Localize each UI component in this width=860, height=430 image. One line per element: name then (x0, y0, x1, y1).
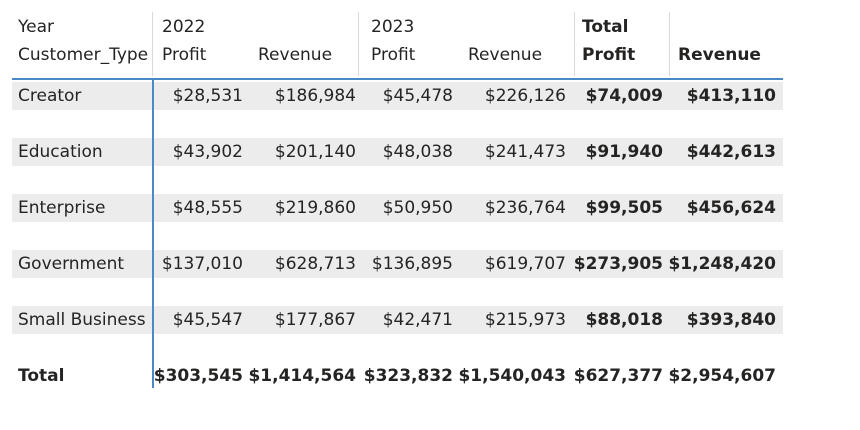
table-cell: $628,713 (274, 254, 356, 274)
year-header: 2023 (371, 17, 415, 37)
table-cell: $186,984 (274, 86, 356, 106)
table-cell: $393,840 (686, 310, 776, 330)
measure-header: Profit (371, 45, 416, 65)
measure-header: Profit (582, 45, 636, 65)
row-label: Small Business (18, 310, 146, 330)
table-cell: $215,973 (484, 310, 566, 330)
table-cell: $1,248,420 (668, 254, 776, 274)
column-divider (152, 12, 153, 76)
table-cell: $201,140 (274, 142, 356, 162)
measure-header: Profit (162, 45, 207, 65)
column-divider (358, 12, 359, 76)
row-band (12, 250, 783, 278)
row-label: Government (18, 254, 125, 274)
table-cell: $236,764 (484, 198, 566, 218)
table-cell: $42,471 (382, 310, 453, 330)
table-cell: $136,895 (371, 254, 453, 274)
table-cell: $48,555 (172, 198, 243, 218)
row-label: Enterprise (18, 198, 106, 218)
table-cell: $619,707 (484, 254, 566, 274)
table-cell: $442,613 (686, 142, 776, 162)
row-header-label: Customer_Type (18, 45, 149, 65)
total-cell: $303,545 (153, 366, 243, 386)
year-header: 2022 (162, 17, 206, 37)
row-band (12, 306, 783, 334)
total-cell: $1,540,043 (458, 366, 566, 386)
table-cell: $99,505 (585, 198, 663, 218)
table-cell: $45,478 (382, 86, 453, 106)
measure-header: Revenue (258, 45, 333, 65)
total-row-label: Total (18, 366, 65, 386)
total-cell: $323,832 (363, 366, 453, 386)
table-cell: $226,126 (484, 86, 566, 106)
row-label: Education (18, 142, 103, 162)
table-cell: $273,905 (573, 254, 663, 274)
table-cell: $28,531 (172, 86, 243, 106)
table-cell: $241,473 (484, 142, 566, 162)
measure-header: Revenue (468, 45, 543, 65)
table-cell: $50,950 (382, 198, 453, 218)
row-band (12, 194, 783, 222)
table-cell: $456,624 (686, 198, 776, 218)
table-cell: $48,038 (382, 142, 453, 162)
total-cell: $2,954,607 (668, 366, 776, 386)
row-band (12, 138, 783, 166)
header-bottom-rule (12, 78, 783, 80)
year-header-label: Year (18, 17, 54, 37)
matrix-table: Year 2022 2023 Total Customer_Type Profit Reve… (12, 10, 783, 390)
total-cell: $1,414,564 (248, 366, 356, 386)
table-cell: $43,902 (172, 142, 243, 162)
measure-header: Revenue (678, 45, 761, 65)
total-cell: $627,377 (573, 366, 663, 386)
row-header-divider (152, 80, 154, 388)
table-cell: $137,010 (161, 254, 243, 274)
table-cell: $413,110 (686, 86, 776, 106)
column-divider (669, 12, 670, 76)
table-cell: $177,867 (274, 310, 356, 330)
table-cell: $91,940 (585, 142, 663, 162)
column-divider (574, 12, 575, 76)
table-cell: $88,018 (585, 310, 663, 330)
table-cell: $219,860 (274, 198, 356, 218)
total-header: Total (582, 17, 629, 37)
row-band (12, 82, 783, 110)
row-label: Creator (18, 86, 82, 106)
table-cell: $74,009 (585, 86, 663, 106)
table-cell: $45,547 (172, 310, 243, 330)
